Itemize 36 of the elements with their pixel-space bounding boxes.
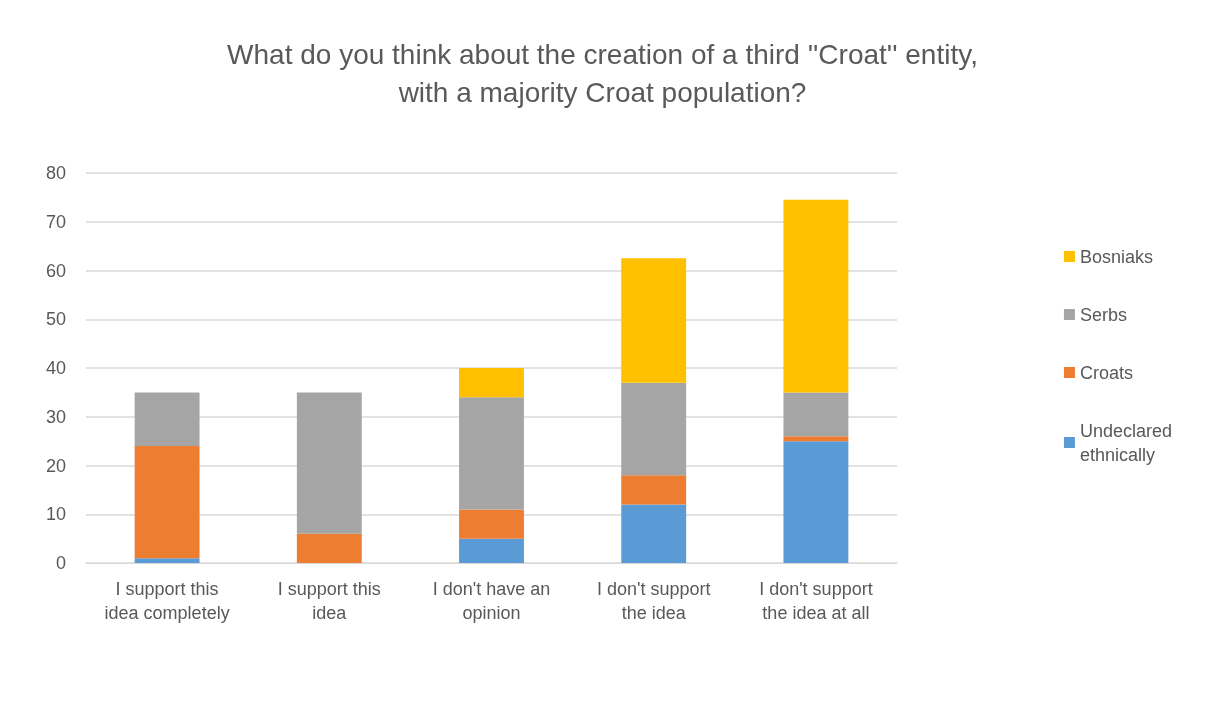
bar — [134, 558, 200, 563]
bar — [296, 533, 362, 563]
x-tick-label: I support this idea completely — [104, 579, 230, 623]
legend-label: Bosniaks — [1079, 246, 1153, 267]
bar — [459, 368, 524, 398]
y-tick-label: 30 — [45, 406, 66, 427]
x-tick-label: I don't support the idea at all — [759, 579, 873, 623]
bar — [621, 382, 687, 476]
y-tick-label: 40 — [45, 358, 66, 378]
y-tick-label: 60 — [45, 260, 66, 281]
bar — [783, 436, 849, 442]
bar — [134, 392, 200, 446]
y-tick-label: 70 — [45, 211, 66, 232]
chart-title: What do you think about the creation of a third ''Croat'' entity, with a majority Croat population? — [227, 38, 978, 108]
y-tick-label: 0 — [55, 553, 66, 573]
legend-label: Serbs — [1079, 304, 1127, 325]
x-tick-label: I don't have an opinion — [432, 579, 551, 623]
y-tick-label: 50 — [45, 309, 66, 330]
bar — [621, 475, 687, 505]
bar — [783, 392, 849, 437]
legend-label: Undeclared ethnically — [1079, 420, 1173, 465]
y-tick-label: 20 — [45, 455, 66, 476]
bar — [134, 446, 200, 559]
x-tick-label: I don't support the idea — [596, 579, 711, 623]
y-tick-label: 10 — [45, 504, 66, 525]
bar — [459, 509, 524, 539]
bar — [783, 441, 849, 563]
legend-label: Croats — [1079, 362, 1133, 383]
bar — [783, 199, 849, 393]
y-tick-label: 80 — [45, 163, 66, 183]
bar — [621, 504, 687, 563]
bar — [296, 392, 362, 534]
bar — [459, 538, 524, 563]
bar — [459, 397, 524, 510]
x-tick-label: I support this idea — [277, 579, 381, 623]
bar — [621, 258, 687, 383]
